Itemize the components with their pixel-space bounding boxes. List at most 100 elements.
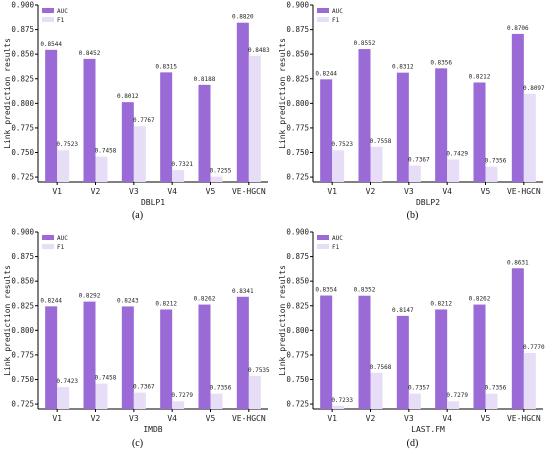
bar-auc [83, 301, 96, 409]
y-tick-label: 0.900 [11, 228, 34, 237]
bar-auc [396, 315, 409, 409]
y-tick-label: 0.775 [11, 350, 34, 359]
bar-auc [45, 49, 58, 183]
bar-f1 [523, 352, 536, 409]
data-label-auc: 0.8631 [507, 259, 529, 266]
legend-swatch-f1 [42, 244, 54, 249]
data-label-auc: 0.8341 [232, 288, 254, 295]
y-tick-label: 0.775 [11, 123, 34, 132]
y-tick-label: 0.825 [11, 74, 34, 83]
legend-label-f1: F1 [57, 244, 65, 251]
data-label-f1: 0.7458 [95, 375, 117, 382]
bar-f1 [248, 376, 261, 409]
caption-a: (a) [131, 210, 144, 221]
data-label-auc: 0.8552 [354, 40, 376, 47]
data-label-auc: 0.8292 [79, 293, 101, 300]
data-label-auc: 0.8244 [315, 70, 337, 77]
caption-c: (c) [131, 438, 144, 449]
bar-f1 [523, 93, 536, 182]
y-axis-label: Link prediction results [278, 38, 287, 149]
legend-label-auc: AUC [332, 235, 343, 242]
data-label-auc: 0.8452 [79, 50, 101, 57]
x-axis-label: DBLP2 [416, 198, 440, 207]
legend-label-auc: AUC [332, 8, 343, 15]
x-tick-label: V1 [52, 187, 62, 196]
bar-auc [473, 304, 486, 409]
data-label-f1: 0.7367 [133, 384, 155, 391]
chart-d: 0.725 0.750 0.775 0.800 0.825 0.850 0.875 0.900… [278, 228, 545, 435]
x-axis-label: IMDB [143, 425, 162, 434]
bar-auc [435, 309, 448, 409]
x-tick-label: V1 [327, 187, 337, 196]
bar-auc [198, 84, 211, 182]
bar-auc [435, 68, 448, 182]
bar-auc [160, 72, 173, 182]
x-tick-label: V5 [481, 187, 491, 196]
y-tick-label: 0.800 [286, 326, 309, 335]
y-tick-label: 0.900 [286, 1, 309, 10]
chart-a: 0.725 0.750 0.775 0.800 0.825 0.850 0.875 0.900… [3, 1, 270, 208]
data-label-f1: 0.7356 [485, 158, 507, 165]
legend-label-f1: F1 [332, 17, 340, 24]
y-tick-label: 0.825 [11, 301, 34, 310]
y-tick-label: 0.725 [11, 400, 34, 409]
data-label-auc: 0.8147 [392, 307, 414, 314]
y-tick-label: 0.875 [286, 252, 309, 261]
data-label-f1: 0.7523 [56, 141, 78, 148]
data-label-f1: 0.7255 [210, 168, 232, 175]
x-tick-label: V3 [129, 414, 139, 423]
y-tick-label: 0.725 [11, 173, 34, 182]
legend-swatch-auc [317, 8, 329, 13]
bar-f1 [172, 401, 185, 409]
data-label-f1: 0.7367 [408, 157, 430, 164]
data-label-auc: 0.8315 [155, 63, 177, 70]
x-tick-label: V1 [52, 414, 62, 423]
data-label-f1: 0.7233 [331, 397, 353, 404]
data-label-f1: 0.7568 [370, 364, 392, 371]
x-axis-label: DBLP1 [141, 198, 165, 207]
legend-swatch-f1 [317, 17, 329, 22]
bar-f1 [57, 387, 70, 409]
y-tick-label: 0.850 [286, 50, 309, 59]
data-label-f1: 0.7321 [171, 161, 193, 168]
bar-f1 [370, 146, 383, 182]
legend-label-f1: F1 [332, 244, 340, 251]
bar-auc [511, 33, 524, 182]
data-label-auc: 0.8312 [392, 64, 414, 71]
chart-panel-d: 0.725 0.750 0.775 0.800 0.825 0.850 0.875 0.900… [275, 227, 550, 454]
y-tick-label: 0.875 [11, 25, 34, 34]
x-tick-label: V2 [366, 187, 376, 196]
bar-auc [473, 82, 486, 182]
bar-auc [320, 79, 333, 182]
x-tick-label: V4 [442, 414, 452, 423]
bar-auc [396, 72, 409, 182]
x-tick-label: V2 [91, 414, 101, 423]
y-tick-label: 0.900 [11, 1, 34, 10]
data-label-auc: 0.8012 [117, 93, 139, 100]
data-label-f1: 0.7558 [370, 138, 392, 145]
data-label-f1: 0.7279 [171, 392, 193, 399]
bar-f1 [332, 150, 345, 182]
y-tick-label: 0.775 [286, 350, 309, 359]
y-tick-label: 0.750 [11, 375, 34, 384]
data-label-auc: 0.8352 [354, 287, 376, 294]
y-axis-label: Link prediction results [3, 38, 12, 149]
y-tick-label: 0.750 [11, 148, 34, 157]
x-tick-label: V5 [206, 187, 216, 196]
bar-auc [160, 309, 173, 409]
bar-f1 [133, 126, 146, 182]
data-label-f1: 0.7429 [446, 150, 468, 157]
y-tick-label: 0.825 [286, 74, 309, 83]
data-label-f1: 0.7279 [446, 392, 468, 399]
bar-f1 [133, 392, 146, 409]
x-tick-label: V4 [442, 187, 452, 196]
data-label-f1: 0.8483 [248, 47, 270, 54]
data-label-auc: 0.8544 [40, 41, 62, 48]
y-tick-label: 0.900 [286, 228, 309, 237]
data-label-f1: 0.7767 [133, 117, 155, 124]
bar-f1 [447, 401, 460, 409]
data-label-auc: 0.8243 [117, 297, 139, 304]
y-tick-label: 0.850 [11, 277, 34, 286]
data-label-auc: 0.8820 [232, 14, 254, 21]
data-label-f1: 0.7356 [485, 385, 507, 392]
